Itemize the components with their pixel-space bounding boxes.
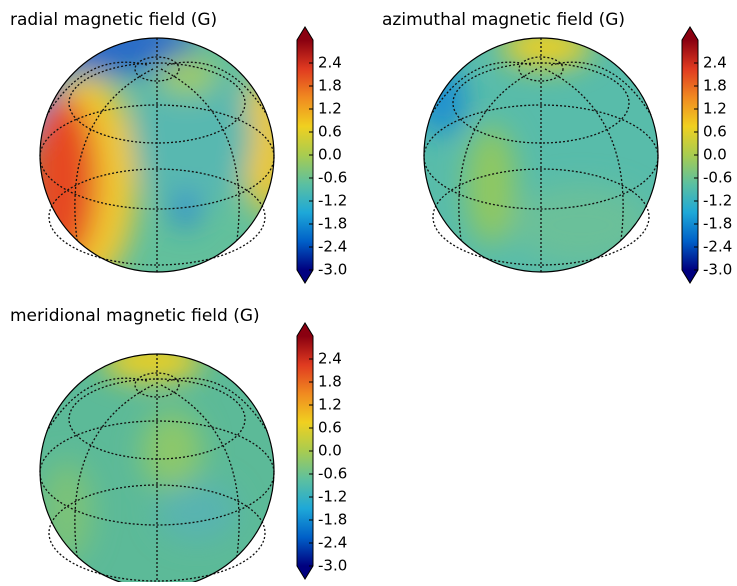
panel-title: azimuthal magnetic field (G): [382, 10, 625, 30]
colorbar-tick-label: -1.2: [318, 192, 347, 210]
colorbar-tick-label: 2.4: [318, 350, 342, 368]
colorbar-tick-label: 0.0: [318, 146, 342, 164]
colorbar-extend: [297, 270, 313, 283]
colorbar-tick-label: 0.6: [318, 419, 342, 437]
panel-title: meridional magnetic field (G): [10, 306, 260, 326]
colorbar-tick-label: 0.0: [703, 146, 727, 164]
colorbar-tick-label: -1.8: [703, 215, 732, 233]
colorbar-tick-label: -2.4: [318, 238, 347, 256]
colorbar-tick-label: -3.0: [318, 261, 347, 279]
colorbar-extend: [297, 566, 313, 579]
colorbar-tick-label: 2.4: [318, 54, 342, 72]
colorbar-tick-label: 1.8: [703, 77, 727, 95]
colorbar-tick-label: -1.8: [318, 511, 347, 529]
colorbar-extend: [682, 27, 698, 40]
colorbar: [297, 40, 313, 270]
colorbar-tick-label: 1.8: [318, 373, 342, 391]
colorbar-tick-label: 0.6: [318, 123, 342, 141]
panel-title: radial magnetic field (G): [10, 10, 217, 30]
colorbar-extend: [682, 270, 698, 283]
colorbar-tick-label: -0.6: [703, 169, 732, 187]
colorbar-tick-label: -1.8: [318, 215, 347, 233]
colorbar-tick-label: -0.6: [318, 169, 347, 187]
colorbar-tick-label: 1.2: [703, 100, 727, 118]
colorbar-tick-label: 2.4: [703, 54, 727, 72]
colorbar-tick-label: 0.6: [703, 123, 727, 141]
sphere-map: [39, 37, 275, 273]
colorbar-extend: [297, 27, 313, 40]
colorbar-tick-label: -3.0: [318, 557, 347, 575]
colorbar-tick-label: 1.2: [318, 396, 342, 414]
colorbar-tick-label: -1.2: [703, 192, 732, 210]
colorbar-tick-label: 1.2: [318, 100, 342, 118]
colorbar-tick-label: -1.2: [318, 488, 347, 506]
colorbar-tick-label: 1.8: [318, 77, 342, 95]
sphere-map: [39, 353, 275, 586]
colorbar-tick-label: -0.6: [318, 465, 347, 483]
colorbar-extend: [297, 323, 313, 336]
colorbar-tick-label: 0.0: [318, 442, 342, 460]
colorbar: [682, 40, 698, 270]
colorbar-tick-label: -2.4: [703, 238, 732, 256]
colorbar-tick-label: -2.4: [318, 534, 347, 552]
colorbar-tick-label: -3.0: [703, 261, 732, 279]
sphere-map: [423, 37, 659, 273]
colorbar: [297, 336, 313, 566]
